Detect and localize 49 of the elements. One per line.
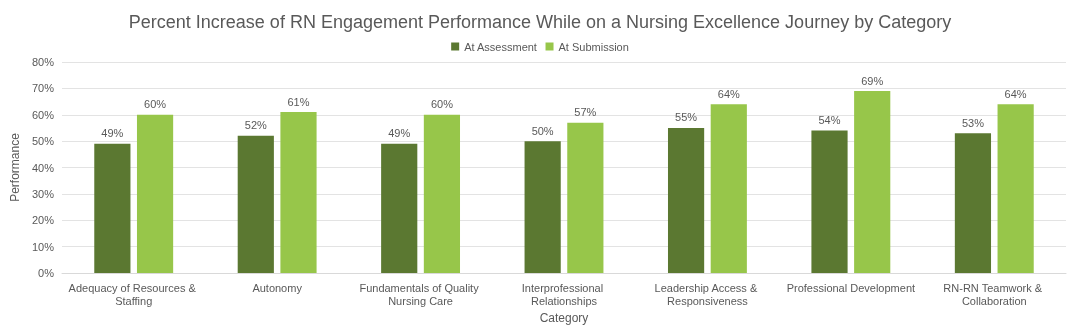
data-label: 57% [574,106,597,119]
x-axis-title: Category [539,310,589,325]
bar [710,104,747,273]
data-label: 64% [717,87,740,100]
data-label: 49% [388,127,411,140]
data-label: 49% [101,127,124,140]
legend-label: At Assessment [464,40,537,53]
data-label: 60% [430,98,454,111]
legend-label: At Submission [558,40,629,53]
bar [280,112,317,273]
data-label: 52% [244,119,268,132]
bar [854,91,891,273]
bar [567,122,604,273]
data-label: 54% [818,114,841,127]
bar [237,135,274,273]
x-tick-label: Interprofessional Relationships [521,281,607,307]
bar [423,114,461,273]
data-label: 55% [675,111,698,124]
bar [811,130,848,273]
x-tick-label: Autonomy [252,281,303,294]
bar [954,133,992,273]
y-tick-label: 60% [31,108,55,121]
y-axis-title: Performance [8,132,23,202]
x-tick-label: RN-RN Teamwork & Collaboration [943,281,1046,307]
x-tick-label: Fundamentals of Quality Nursing Care [359,281,482,307]
data-label: 53% [961,116,985,129]
x-tick-label: Adequacy of Resources & Staffing [68,281,199,307]
data-label: 61% [287,95,310,108]
data-label: 50% [531,124,554,137]
y-tick-label: 40% [31,161,55,174]
data-label: 64% [1004,87,1027,100]
x-tick-label: Leadership Access & Responsiveness [654,281,761,307]
y-tick-label: 20% [31,214,55,227]
y-tick-label: 10% [31,240,55,253]
bar [997,104,1034,273]
y-tick-label: 50% [31,135,55,148]
bar [524,141,561,273]
x-tick-label: Professional Development [786,281,916,294]
bar [136,114,174,273]
y-tick-label: 70% [31,82,55,95]
chart-title: Percent Increase of RN Engagement Performance While on a Nursing Excellence Journey by Category [128,12,952,32]
data-label: 69% [861,74,884,87]
y-tick-label: 0% [38,267,55,279]
bar [381,143,418,273]
bar [667,127,705,273]
bar [94,143,131,273]
data-label: 60% [144,98,167,111]
y-tick-label: 30% [31,187,55,200]
y-tick-label: 80% [31,56,55,68]
